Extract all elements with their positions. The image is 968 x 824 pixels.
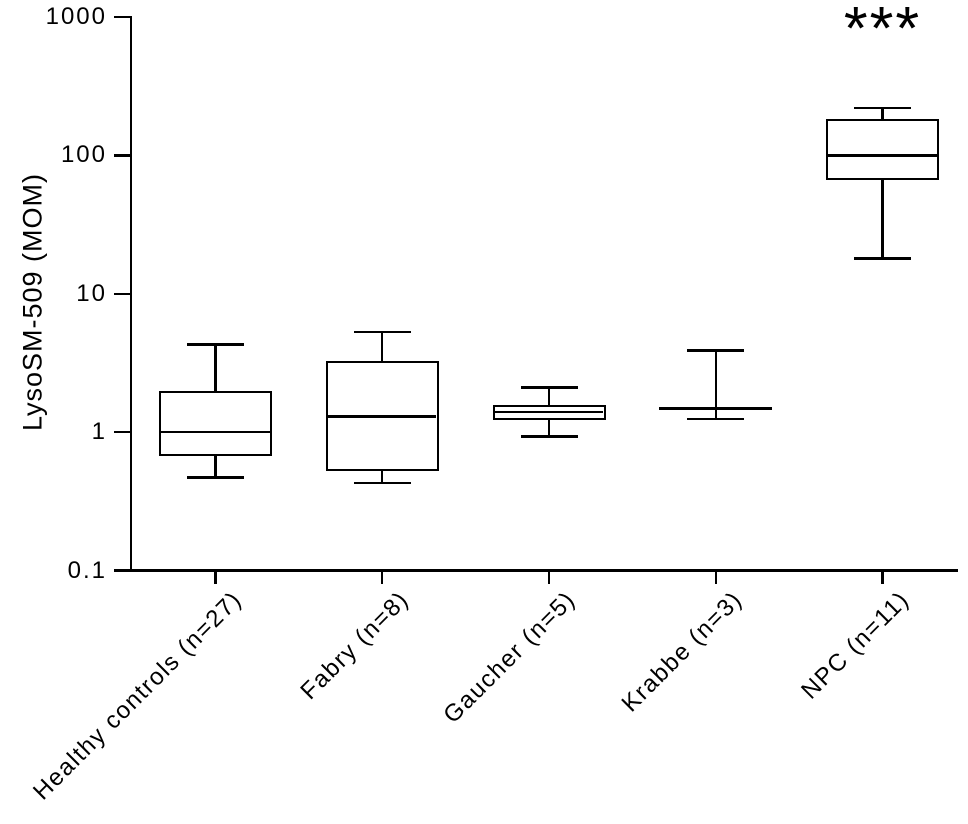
x-axis-line bbox=[129, 569, 958, 572]
whisker-upper bbox=[381, 331, 384, 363]
median-line bbox=[828, 154, 937, 157]
y-tick-mark bbox=[113, 154, 130, 157]
box-iqr bbox=[159, 391, 272, 456]
whisker-upper bbox=[547, 387, 551, 406]
whisker-cap-upper bbox=[353, 330, 411, 334]
x-tick-mark bbox=[381, 571, 384, 584]
whisker-cap-lower bbox=[520, 435, 578, 438]
whisker-lower bbox=[381, 470, 384, 483]
y-axis-line bbox=[129, 15, 133, 572]
y-tick-label: 100 bbox=[60, 141, 107, 169]
whisker-lower bbox=[214, 454, 217, 478]
x-tick-mark bbox=[547, 571, 551, 584]
whisker-cap-upper bbox=[187, 343, 244, 346]
whisker-lower bbox=[881, 178, 884, 259]
whisker-cap-lower bbox=[353, 481, 411, 485]
x-category-label: Healthy controls (n=27) bbox=[28, 586, 248, 806]
x-category-label: NPC (n=11) bbox=[796, 586, 915, 705]
x-tick-mark bbox=[214, 571, 217, 584]
whisker-upper bbox=[714, 350, 717, 409]
y-tick-mark bbox=[113, 430, 130, 434]
whisker-cap-lower bbox=[687, 417, 745, 420]
x-category-label: Krabbe (n=3) bbox=[616, 586, 748, 718]
y-tick-label: 1000 bbox=[45, 3, 107, 30]
box-iqr bbox=[826, 118, 939, 180]
whisker-lower bbox=[714, 408, 717, 419]
whisker-cap-upper bbox=[520, 386, 578, 389]
median-line bbox=[161, 430, 270, 434]
median-line bbox=[328, 415, 437, 418]
whisker-cap-upper bbox=[854, 106, 911, 110]
y-tick-label: 10 bbox=[76, 279, 107, 307]
x-category-label: Gaucher (n=5) bbox=[438, 586, 582, 729]
x-tick-mark bbox=[714, 571, 717, 584]
whisker-lower bbox=[547, 418, 551, 437]
y-tick-label: 1 bbox=[91, 418, 107, 446]
x-category-label: Fabry (n=8) bbox=[295, 586, 415, 705]
whisker-cap-lower bbox=[854, 257, 911, 260]
y-tick-mark bbox=[113, 15, 130, 19]
y-tick-mark bbox=[113, 569, 130, 572]
whisker-upper bbox=[214, 344, 217, 393]
median-line bbox=[494, 410, 604, 414]
x-tick-mark bbox=[881, 571, 884, 584]
y-tick-label: 0.1 bbox=[67, 556, 107, 584]
whisker-cap-lower bbox=[187, 476, 244, 479]
y-tick-mark bbox=[113, 292, 130, 295]
whisker-upper bbox=[881, 107, 884, 121]
significance-stars: *** bbox=[843, 0, 922, 62]
whisker-cap-upper bbox=[687, 349, 745, 352]
box-collapsed-median bbox=[659, 407, 773, 411]
